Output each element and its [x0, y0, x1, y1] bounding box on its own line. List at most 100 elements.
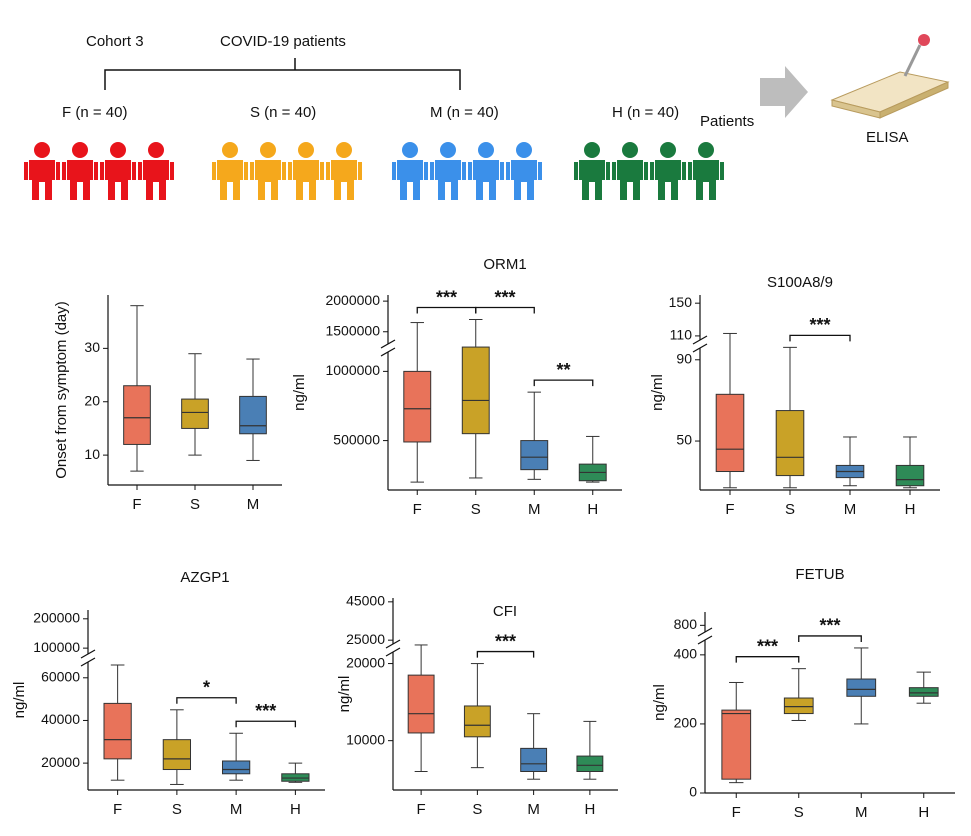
significance-bracket: [476, 650, 535, 658]
significance-bracket: [533, 379, 594, 387]
person-icon: [288, 142, 324, 200]
axis-break: [692, 335, 708, 345]
person-arm: [424, 162, 428, 180]
y-tick-label: 0: [689, 784, 697, 800]
y-axis-label: Onset from symptom (day): [53, 301, 70, 479]
person-arm: [650, 162, 654, 180]
box: [895, 464, 925, 487]
person-icon: [326, 142, 362, 200]
significance-label: ***: [757, 636, 778, 656]
axis-break: [80, 649, 96, 659]
y-tick-label: 10000: [346, 731, 385, 747]
panel-title: ORM1: [483, 256, 526, 273]
group-label: S (n = 40): [250, 104, 316, 121]
axis-break: [385, 647, 401, 657]
y-tick-label: 60000: [41, 668, 80, 684]
person-arm: [326, 162, 330, 180]
person-head: [110, 142, 126, 158]
x-tick-label: H: [905, 501, 916, 518]
y-tick-label: 500000: [333, 431, 380, 447]
person-icon: [138, 142, 174, 200]
y-tick-label: 400: [674, 646, 698, 662]
person-icon: [506, 142, 542, 200]
person-arm: [56, 162, 60, 180]
x-tick-label: S: [471, 501, 481, 518]
person-icon: [392, 142, 428, 200]
person-icon: [688, 142, 724, 200]
person-head: [622, 142, 638, 158]
axis-break: [697, 627, 713, 637]
person-arm: [358, 162, 362, 180]
person-body: [293, 160, 319, 200]
person-icon: [212, 142, 248, 200]
person-arm: [720, 162, 724, 180]
x-tick-label: M: [230, 801, 243, 818]
panel-title: S100A8/9: [767, 274, 833, 291]
y-axis-label: ng/ml: [649, 374, 666, 411]
y-tick-label: 1500000: [325, 322, 380, 338]
y-tick-label: 2000000: [325, 292, 380, 308]
x-tick-label: S: [794, 804, 804, 821]
y-tick-label: 45000: [346, 593, 385, 609]
person-head: [584, 142, 600, 158]
significance-label: *: [203, 678, 210, 698]
person-arm: [212, 162, 216, 180]
significance-label: ***: [495, 631, 516, 651]
person-arm: [500, 162, 504, 180]
box: [221, 760, 251, 775]
person-head: [298, 142, 314, 158]
y-tick-label: 200: [674, 715, 698, 731]
box: [181, 398, 209, 429]
box: [407, 674, 435, 734]
axis-break: [380, 347, 396, 357]
panel-title: AZGP1: [180, 569, 229, 586]
y-axis-label: ng/ml: [291, 374, 308, 411]
person-head: [516, 142, 532, 158]
person-body: [617, 160, 643, 200]
box: [461, 346, 490, 435]
person-body: [693, 160, 719, 200]
panel-title: CFI: [493, 603, 517, 620]
person-arm: [468, 162, 472, 180]
person-arm: [282, 162, 286, 180]
person-head: [698, 142, 714, 158]
person-arm: [62, 162, 66, 180]
arrow-label: Patients: [700, 113, 754, 130]
x-tick-label: M: [528, 501, 541, 518]
person-arm: [170, 162, 174, 180]
y-tick-label: 30: [84, 339, 100, 355]
axis-break: [380, 339, 396, 349]
person-head: [478, 142, 494, 158]
person-arm: [574, 162, 578, 180]
cohort-bracket: [104, 58, 461, 90]
box: [576, 755, 604, 772]
person-head: [660, 142, 676, 158]
axis-break: [692, 343, 708, 353]
x-tick-label: S: [785, 501, 795, 518]
significance-label: ***: [255, 701, 276, 721]
person-arm: [24, 162, 28, 180]
x-tick-label: S: [472, 801, 482, 818]
person-body: [435, 160, 461, 200]
y-tick-label: 40000: [41, 711, 80, 727]
y-tick-label: 110: [670, 327, 693, 343]
person-icon: [24, 142, 60, 200]
y-tick-label: 90: [676, 350, 692, 366]
box: [103, 702, 132, 760]
person-head: [34, 142, 50, 158]
x-tick-label: M: [247, 496, 260, 513]
x-tick-label: F: [113, 801, 122, 818]
x-tick-label: F: [725, 501, 734, 518]
person-head: [222, 142, 238, 158]
patients-label: COVID-19 patients: [220, 33, 346, 50]
person-arm: [244, 162, 248, 180]
person-arm: [682, 162, 686, 180]
y-axis-label: ng/ml: [651, 684, 668, 721]
significance-label: ***: [494, 287, 515, 307]
y-tick-label: 800: [674, 616, 698, 632]
y-tick-label: 20000: [346, 654, 385, 670]
person-icon: [574, 142, 610, 200]
x-tick-label: H: [584, 801, 595, 818]
person-arm: [506, 162, 510, 180]
